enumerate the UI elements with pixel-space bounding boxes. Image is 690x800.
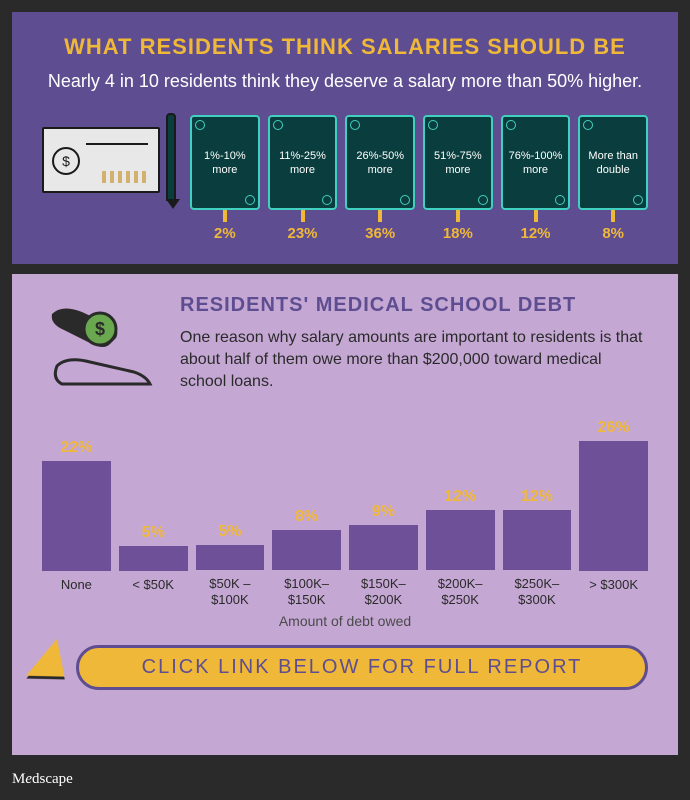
salary-title: WHAT RESIDENTS THINK SALARIES SHOULD BE <box>42 34 648 60</box>
bill-connector <box>301 210 305 222</box>
bar-category: $150K–$200K <box>361 576 406 607</box>
bar-col: 22% None <box>42 439 111 607</box>
dollar-bill-icon: More thandouble <box>578 115 648 210</box>
bill-connector <box>611 210 615 222</box>
bill-pct: 8% <box>602 225 624 242</box>
paycheck-icon <box>42 127 160 193</box>
bar <box>426 510 495 570</box>
bills-row: 1%-10%more 2% 11%-25%more 23% 26%-50%more 36%… <box>190 115 648 242</box>
money-hands-icon: $ <box>42 294 162 389</box>
svg-text:$: $ <box>95 319 105 339</box>
bar-col: 8% $100K–$150K <box>272 508 341 607</box>
bar-col: 5% $50K –$100K <box>196 523 265 607</box>
bar-pct: 5% <box>218 523 241 541</box>
bar-col: 9% $150K–$200K <box>349 503 418 607</box>
brand-logo: Medscape <box>12 771 678 788</box>
bill-label: 11%-25%more <box>279 149 326 178</box>
debt-panel: $ RESIDENTS' MEDICAL SCHOOL DEBT One rea… <box>12 274 678 755</box>
check-pen-icon <box>42 115 182 210</box>
bar-category: $200K–$250K <box>438 576 483 607</box>
bar <box>503 510 572 570</box>
arrow-icon <box>26 639 80 695</box>
cta-area: CLICK LINK BELOW FOR FULL REPORT <box>42 643 648 691</box>
cta-button[interactable]: CLICK LINK BELOW FOR FULL REPORT <box>76 645 648 690</box>
debt-title: RESIDENTS' MEDICAL SCHOOL DEBT <box>180 294 648 317</box>
bill-label: 76%-100%more <box>509 149 563 178</box>
bill-col: 1%-10%more 2% <box>190 115 260 242</box>
bill-col: 11%-25%more 23% <box>268 115 338 242</box>
bill-connector <box>456 210 460 222</box>
salary-panel: WHAT RESIDENTS THINK SALARIES SHOULD BE … <box>12 12 678 264</box>
bar-pct: 9% <box>372 503 395 521</box>
bar-pct: 12% <box>521 488 553 506</box>
bar-col: 5% < $50K <box>119 524 188 607</box>
bar-pct: 5% <box>142 524 165 542</box>
bill-label: 26%-50%more <box>356 149 404 178</box>
bar <box>579 441 648 571</box>
bar-pct: 12% <box>444 488 476 506</box>
bar-category: None <box>61 577 92 607</box>
bill-connector <box>534 210 538 222</box>
bar <box>272 530 341 570</box>
bill-col: 26%-50%more 36% <box>345 115 415 242</box>
debt-desc: One reason why salary amounts are import… <box>180 327 648 392</box>
dollar-bill-icon: 51%-75%more <box>423 115 493 210</box>
debt-xlabel: Amount of debt owed <box>42 613 648 629</box>
dollar-bill-icon: 76%-100%more <box>501 115 571 210</box>
bar <box>196 545 265 570</box>
bill-pct: 18% <box>443 225 473 242</box>
pen-icon <box>166 113 176 201</box>
infographic-root: WHAT RESIDENTS THINK SALARIES SHOULD BE … <box>12 12 678 788</box>
bill-connector <box>378 210 382 222</box>
bill-label: 51%-75%more <box>434 149 482 178</box>
bar-col: 26% > $300K <box>579 419 648 607</box>
bills-area: 1%-10%more 2% 11%-25%more 23% 26%-50%more 36%… <box>42 115 648 242</box>
bar-category: $100K–$150K <box>284 576 329 607</box>
bill-pct: 23% <box>287 225 317 242</box>
bar <box>119 546 188 571</box>
dollar-bill-icon: 26%-50%more <box>345 115 415 210</box>
bar-category: > $300K <box>589 577 638 607</box>
bill-col: 76%-100%more 12% <box>501 115 571 242</box>
bill-col: More thandouble 8% <box>578 115 648 242</box>
bar-pct: 22% <box>60 439 92 457</box>
bar-category: $50K –$100K <box>209 576 250 607</box>
bill-pct: 2% <box>214 225 236 242</box>
bar-category: < $50K <box>132 577 174 607</box>
bar-pct: 26% <box>598 419 630 437</box>
bar <box>349 525 418 570</box>
bill-label: More thandouble <box>588 149 638 178</box>
bill-col: 51%-75%more 18% <box>423 115 493 242</box>
bill-label: 1%-10%more <box>204 149 246 178</box>
bill-pct: 12% <box>521 225 551 242</box>
bill-pct: 36% <box>365 225 395 242</box>
bar-category: $250K–$300K <box>514 576 559 607</box>
bar <box>42 461 111 571</box>
debt-barchart: 22% None 5% < $50K 5% $50K –$100K 8% $100K–$150… <box>42 412 648 607</box>
bar-pct: 8% <box>295 508 318 526</box>
bar-col: 12% $250K–$300K <box>503 488 572 607</box>
bill-connector <box>223 210 227 222</box>
dollar-bill-icon: 1%-10%more <box>190 115 260 210</box>
dollar-bill-icon: 11%-25%more <box>268 115 338 210</box>
bar-col: 12% $200K–$250K <box>426 488 495 607</box>
salary-subtitle: Nearly 4 in 10 residents think they dese… <box>42 70 648 93</box>
